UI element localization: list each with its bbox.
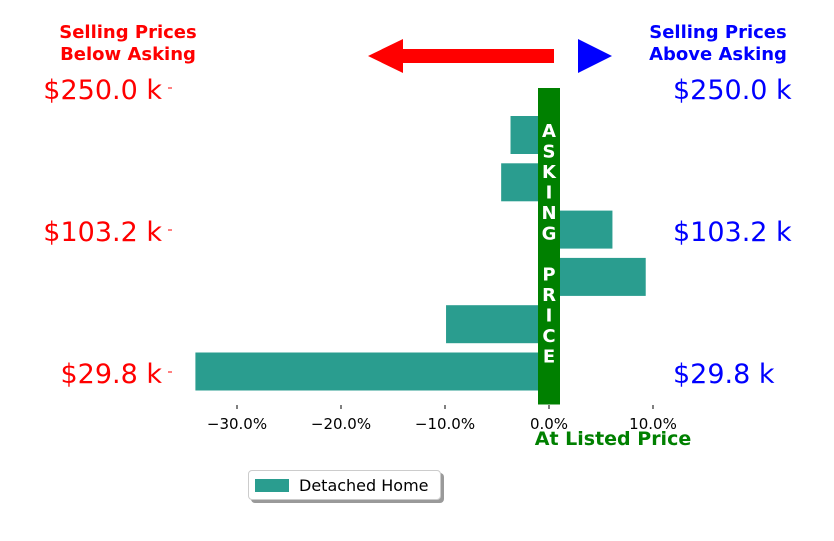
asking-price-letter: R [542,285,556,306]
asking-price-letter: K [542,162,557,183]
asking-price-letter: I [546,183,553,204]
asking-price-letter: E [543,347,555,368]
right-price-label-top: $250.0 k [673,75,792,106]
x-tick-label: −30.0% [207,415,267,433]
asking-price-letter: G [542,224,557,245]
bar-4 [446,305,549,344]
asking-price-letter: A [542,121,556,142]
above-asking-title-line1: Selling Prices [649,22,786,43]
left-price-label-top: $250.0 k [43,75,162,106]
x-tick-label: 10.0% [629,415,677,433]
legend-label: Detached Home [299,475,429,495]
bar-5 [195,352,549,391]
x-axis-ticks: −30.0% −20.0% −10.0% 0.0% 10.0% [207,405,677,433]
below-asking-title-line2: Below Asking [60,44,196,65]
legend-swatch [255,478,289,492]
left-price-label-bottom: $29.8 k [60,359,162,390]
at-listed-price-label: At Listed Price [535,428,691,450]
left-arrow-icon [368,39,554,73]
asking-price-letter: I [546,306,553,327]
asking-price-letter: P [542,265,555,286]
asking-price-letter: N [541,203,556,224]
asking-price-band [538,88,560,405]
right-arrow-icon [578,39,612,73]
bars-group [195,116,646,391]
above-asking-title-line2: Above Asking [649,44,787,65]
asking-price-letter: C [542,326,555,347]
chart-legend: Detached Home [248,470,441,500]
x-tick-label: 0.0% [530,415,568,433]
right-price-label-middle: $103.2 k [673,217,792,248]
below-asking-title-line1: Selling Prices [59,22,196,43]
left-price-label-middle: $103.2 k [43,217,162,248]
x-tick-label: −10.0% [415,415,475,433]
asking-price-letter: S [543,142,556,163]
bar-3 [549,257,646,296]
right-price-label-bottom: $29.8 k [673,359,775,390]
x-tick-label: −20.0% [311,415,371,433]
